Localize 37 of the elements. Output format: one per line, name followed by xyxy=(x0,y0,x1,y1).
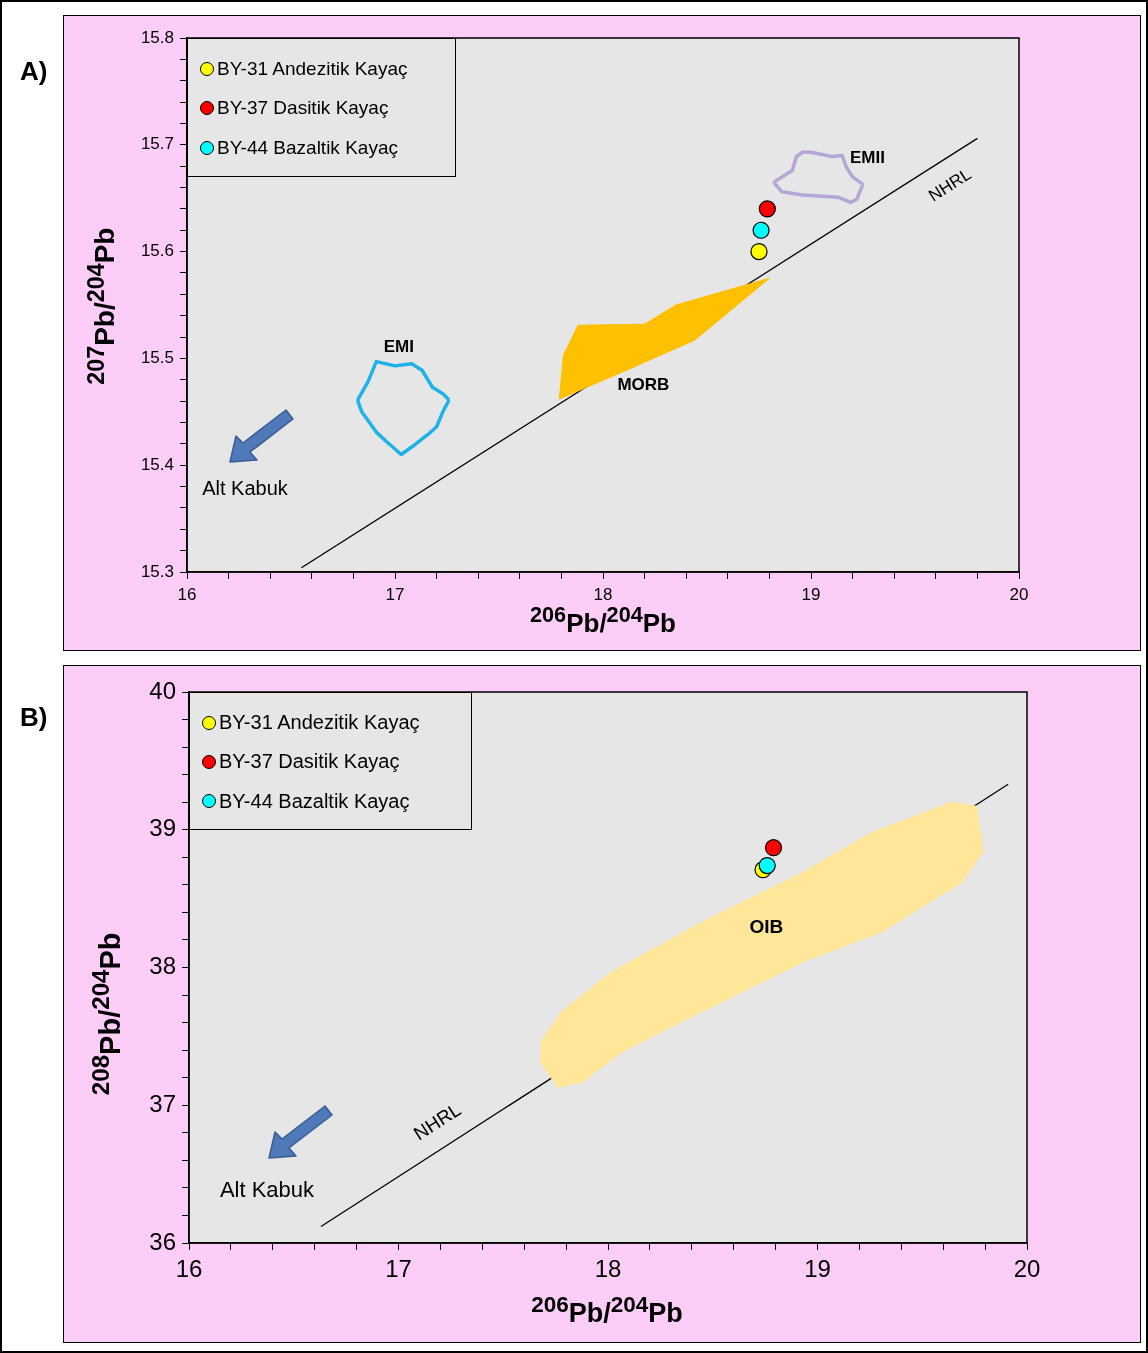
y-tick-label: 15.4 xyxy=(140,454,174,474)
series-label: MORB xyxy=(617,375,670,395)
series-label: OIB xyxy=(749,915,784,937)
x-tick-label: 19 xyxy=(801,584,821,604)
x-tick-label: 16 xyxy=(177,584,197,604)
y-tick-label: 15.5 xyxy=(140,348,174,368)
legend-label: BY-31 Andezitik Kayaç xyxy=(219,711,420,735)
y-tick-label: 38 xyxy=(149,952,176,980)
series-label: EMI xyxy=(383,337,414,357)
y-tick-label: 15.7 xyxy=(140,134,174,154)
y-tick-label: 40 xyxy=(149,676,176,704)
series-label: EMII xyxy=(850,148,885,168)
y-tick-label: 37 xyxy=(149,1089,176,1117)
x-tick-label: 16 xyxy=(175,1255,203,1283)
text: A) xyxy=(20,56,48,87)
x-tick-label: 20 xyxy=(1013,1255,1041,1283)
legend-label: BY-31 Andezitik Kayaç xyxy=(217,57,408,80)
y-tick-label: 15.8 xyxy=(140,27,174,47)
annotation: Alt Kabuk xyxy=(201,477,289,500)
legend-label: BY-37 Dasitik Kayaç xyxy=(217,97,389,120)
x-tick-label: 17 xyxy=(385,1255,412,1283)
legend-label: BY-44 Bazaltik Kayaç xyxy=(217,137,398,160)
x-tick-label: 20 xyxy=(1009,584,1029,604)
x-tick-label: 18 xyxy=(594,1255,622,1283)
x-axis-title: $^{206}$Pb/$^{204}$Pb xyxy=(529,602,677,639)
legend-label: BY-44 Bazaltik Kayaç xyxy=(219,789,410,813)
y-tick-label: 39 xyxy=(149,814,176,842)
x-tick-label: 19 xyxy=(804,1255,831,1283)
x-tick-label: 18 xyxy=(593,584,613,604)
y-tick-label: 15.6 xyxy=(140,241,174,261)
y-tick-label: 15.3 xyxy=(140,561,174,581)
annotation: Alt Kabuk xyxy=(218,1177,316,1203)
x-tick-label: 17 xyxy=(385,584,405,604)
legend-label: BY-37 Dasitik Kayaç xyxy=(219,750,400,774)
x-axis-title: $^{206}$Pb/$^{204}$Pb xyxy=(530,1292,684,1329)
chart-title: B) xyxy=(20,702,48,733)
y-tick-label: 36 xyxy=(149,1227,176,1255)
